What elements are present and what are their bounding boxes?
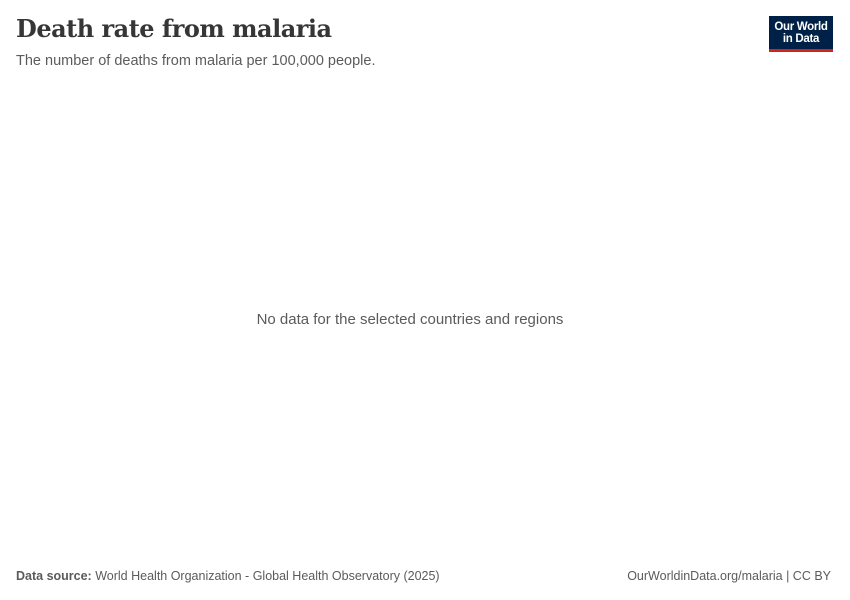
- source-label: Data source:: [16, 569, 92, 583]
- no-data-message: No data for the selected countries and r…: [256, 311, 564, 328]
- logo-line-2: in Data: [782, 33, 820, 45]
- footer-license: OurWorldinData.org/malaria | CC BY: [627, 569, 831, 583]
- owid-logo[interactable]: Our World in Data: [769, 16, 833, 52]
- logo-line-1: Our World: [774, 21, 828, 33]
- chart-subtitle: The number of deaths from malaria per 10…: [16, 53, 376, 69]
- chart-title: Death rate from malaria: [16, 14, 332, 43]
- source-text[interactable]: World Health Organization - Global Healt…: [95, 569, 440, 583]
- data-source: Data source: World Health Organization -…: [16, 569, 440, 583]
- site-link[interactable]: OurWorldinData.org/malaria: [627, 569, 783, 583]
- license-link[interactable]: CC BY: [792, 569, 831, 583]
